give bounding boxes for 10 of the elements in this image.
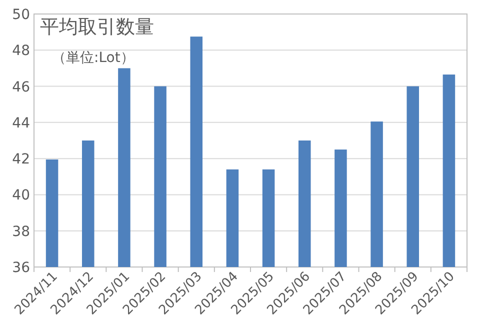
chart-title: 平均取引数量 xyxy=(40,16,154,38)
y-tick-label: 38 xyxy=(12,224,30,240)
y-tick-label: 42 xyxy=(12,152,30,168)
y-tick-label: 44 xyxy=(12,115,30,132)
y-tick-label: 36 xyxy=(12,260,30,276)
y-tick-label: 50 xyxy=(12,7,30,23)
text: （単位:Lot） xyxy=(52,50,134,66)
y-tick-label: 40 xyxy=(12,188,30,204)
y-tick-label: 48 xyxy=(12,43,30,60)
y-tick-label: 46 xyxy=(12,79,30,96)
